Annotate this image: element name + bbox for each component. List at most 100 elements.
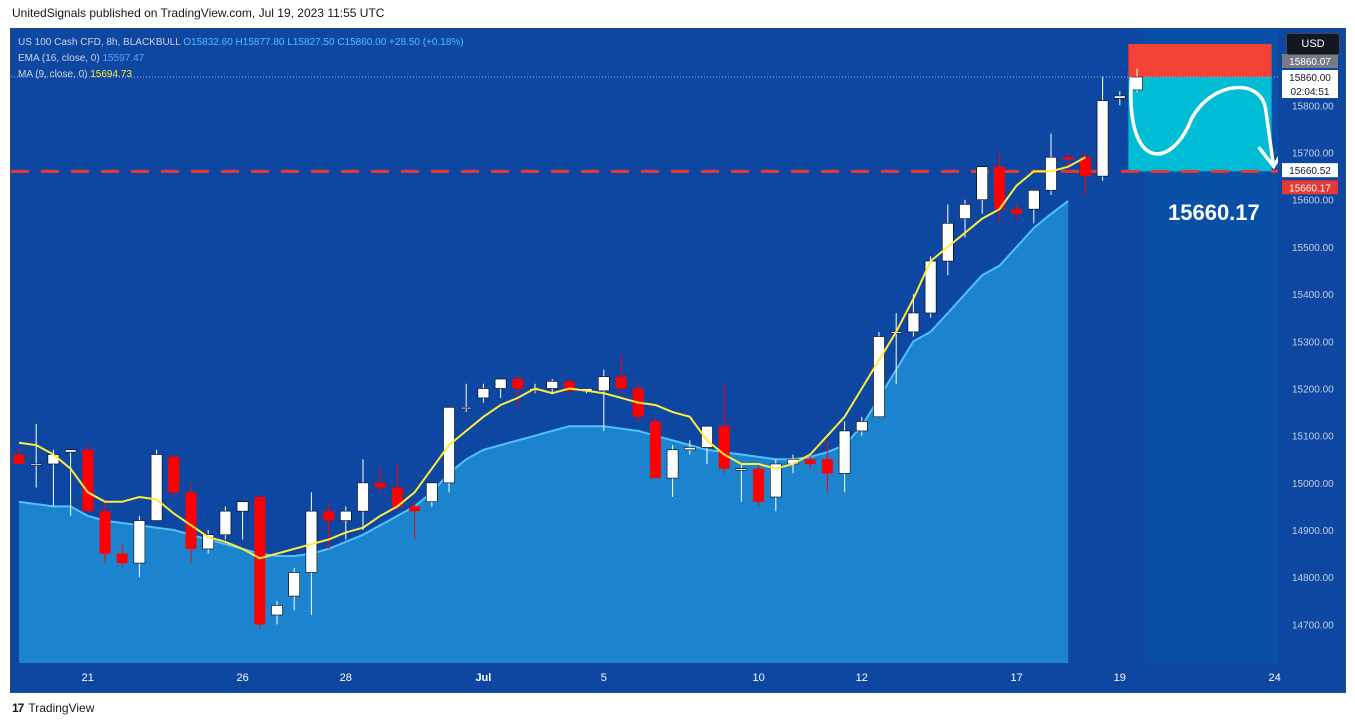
y-tick-label: 14700.00: [1292, 620, 1334, 631]
price-tag-bg: [1282, 163, 1338, 178]
x-tick-label: 19: [1114, 672, 1126, 684]
candle-body: [150, 454, 163, 521]
x-tick-label: Jul: [475, 672, 491, 684]
candle-body: [339, 510, 352, 521]
candle: [13, 447, 25, 464]
price-tag-bg: [1282, 180, 1338, 195]
candle-body: [236, 501, 249, 512]
candle: [615, 355, 627, 394]
currency-button[interactable]: USD: [1286, 33, 1340, 55]
legend-ma-row[interactable]: MA (9, close, 0) 15694.73: [18, 67, 464, 83]
candle-body: [30, 463, 43, 466]
legend-ema-value: 15597.47: [102, 53, 145, 64]
candle-body: [993, 166, 1005, 210]
candle-body: [288, 572, 301, 597]
candle-body: [512, 379, 524, 389]
publisher-header: UnitedSignals published on TradingView.c…: [12, 6, 385, 20]
candle-body: [941, 223, 954, 262]
candle-body: [1011, 209, 1023, 214]
candle-body: [855, 421, 868, 432]
candle: [271, 600, 283, 625]
x-tick-label: 17: [1010, 672, 1022, 684]
legend-change: +28.50 (+0.18%): [389, 37, 464, 48]
y-tick-label: 15100.00: [1292, 432, 1334, 443]
candle: [924, 256, 937, 318]
legend-symbol-row: US 100 Cash CFD, 8h, BLACKBULL O15832.60…: [18, 35, 464, 51]
tradingview-brand[interactable]: 17 TradingView: [12, 701, 94, 715]
brand-name: TradingView: [28, 701, 95, 715]
price-tag-bg: [1282, 84, 1338, 99]
candle: [219, 506, 232, 540]
candle: [1096, 77, 1109, 181]
candle-body: [323, 511, 335, 521]
candle: [821, 440, 833, 493]
x-tick-label: 24: [1268, 672, 1280, 684]
candle: [804, 454, 816, 469]
candle-body: [374, 482, 386, 488]
candle: [133, 515, 146, 578]
candle-body: [753, 468, 765, 502]
price-tag-text: 15660.17: [1289, 183, 1331, 194]
candle: [64, 449, 77, 516]
candle: [563, 379, 575, 394]
legend-ema-row[interactable]: EMA (16, close, 0) 15597.47: [18, 51, 464, 67]
candle: [82, 445, 94, 512]
candle-body: [477, 388, 490, 399]
legend-symbol: US 100 Cash CFD, 8h, BLACKBULL: [18, 37, 181, 48]
y-tick-label: 15200.00: [1292, 384, 1334, 395]
candle: [185, 482, 197, 564]
candle-body: [907, 312, 920, 333]
candle-body: [425, 482, 438, 503]
candle-body: [959, 204, 971, 219]
y-tick-label: 14900.00: [1292, 526, 1334, 537]
candle: [477, 383, 490, 403]
candle: [150, 449, 163, 521]
candle-body: [1045, 156, 1057, 191]
candle-body: [666, 449, 679, 479]
y-tick-label: 15400.00: [1292, 290, 1334, 301]
candle-body: [546, 381, 559, 389]
price-tag-level-tag: 15660.17: [1282, 180, 1338, 195]
candle: [597, 369, 610, 431]
candle-body: [357, 482, 369, 512]
candle: [1011, 204, 1023, 219]
candle-body: [99, 511, 111, 554]
candle: [391, 463, 403, 512]
candle-body: [873, 336, 885, 418]
candle: [339, 506, 352, 540]
candle-body: [718, 426, 730, 469]
candle: [959, 199, 971, 238]
candle: [649, 416, 661, 479]
candle: [1079, 152, 1091, 195]
candle: [907, 294, 920, 337]
x-tick-label: 28: [340, 672, 352, 684]
candle: [666, 445, 679, 497]
candle: [838, 421, 851, 493]
candle: [941, 204, 954, 276]
time-axis: [11, 663, 1344, 690]
candle-body: [409, 506, 421, 512]
legend-high: H15877.80: [235, 37, 285, 48]
candle-body: [305, 510, 318, 573]
candle: [1028, 189, 1040, 224]
legend-low: L15827.50: [287, 37, 335, 48]
candle: [546, 379, 559, 394]
candle: [1114, 91, 1126, 106]
candle-body: [202, 534, 214, 550]
candle-body: [460, 407, 473, 410]
price-tag-ema-tag: 15660.52: [1282, 163, 1338, 178]
legend-open: O15832.60: [183, 37, 233, 48]
candle: [735, 463, 748, 502]
chart-legend: US 100 Cash CFD, 8h, BLACKBULL O15832.60…: [18, 35, 464, 83]
tradingview-logo-icon: 17: [12, 701, 24, 715]
candle-body: [821, 459, 833, 474]
candle: [99, 501, 111, 564]
candle-body: [168, 456, 180, 493]
candle: [855, 416, 868, 436]
candle: [409, 501, 421, 540]
candle-body: [391, 487, 403, 507]
legend-close: C15860.00: [337, 37, 387, 48]
candle-body: [1096, 100, 1109, 177]
ema-area: [19, 200, 1069, 663]
